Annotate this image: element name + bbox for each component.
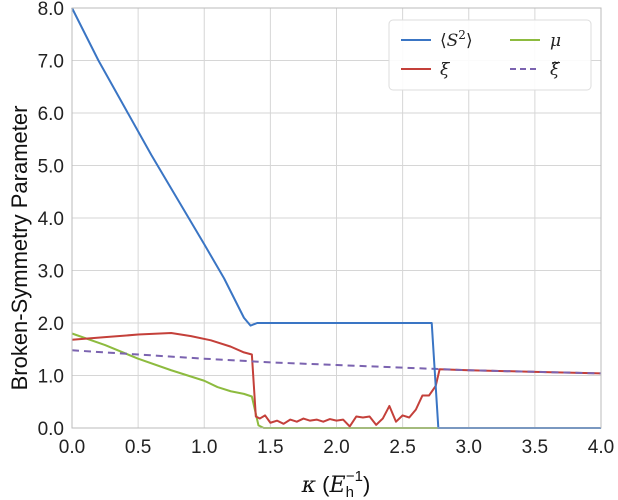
x-axis-unit: E bbox=[329, 473, 346, 498]
x-tick-label: 4.0 bbox=[588, 437, 614, 458]
x-tick-label: 2.5 bbox=[389, 437, 415, 458]
legend-box bbox=[388, 19, 592, 91]
series-line-xi-tilde bbox=[71, 349, 602, 375]
x-tick-label: 1.0 bbox=[191, 437, 217, 458]
legend-s2-base: S bbox=[447, 31, 459, 51]
y-tick-label: 1.0 bbox=[38, 367, 64, 388]
series-line-mu bbox=[71, 332, 601, 429]
legend-s2-open: ⟨ bbox=[440, 31, 447, 51]
x-axis-unit-superscript: −1 bbox=[346, 468, 363, 485]
data-lines bbox=[71, 7, 602, 429]
y-tick-label: 7.0 bbox=[38, 52, 64, 73]
x-tick-label: 1.5 bbox=[257, 437, 283, 458]
legend-label-xi: ξ bbox=[440, 60, 451, 80]
series-line-s2 bbox=[71, 7, 601, 429]
x-tick-labels: 0.0 0.5 1.0 1.5 2.0 2.5 3.0 3.5 4.0 bbox=[59, 437, 614, 458]
legend: ⟨S2⟩ μ ξ ξ̃ bbox=[388, 19, 592, 91]
y-tick-label: 5.0 bbox=[38, 157, 64, 178]
x-axis-paren-close: ) bbox=[363, 472, 370, 497]
x-tick-label: 2.0 bbox=[323, 437, 349, 458]
x-axis-paren-open: ( bbox=[316, 472, 330, 497]
legend-label-mu: μ bbox=[550, 31, 561, 51]
x-tick-label: 0.0 bbox=[59, 437, 85, 458]
legend-label-s2: ⟨S2⟩ bbox=[440, 28, 473, 51]
x-tick-label: 3.0 bbox=[456, 437, 482, 458]
x-axis-label: κ (Eh−1) bbox=[301, 468, 371, 500]
y-tick-label: 8.0 bbox=[38, 0, 64, 20]
x-axis-symbol: κ bbox=[301, 473, 317, 498]
series-line-xi bbox=[71, 331, 602, 428]
plot-frame bbox=[71, 7, 602, 429]
y-tick-label: 3.0 bbox=[38, 262, 64, 283]
x-axis-unit-subscript: h bbox=[346, 484, 354, 500]
legend-label-xi-tilde: ξ̃ bbox=[550, 60, 561, 80]
x-tick-label: 3.5 bbox=[522, 437, 548, 458]
y-tick-label: 6.0 bbox=[38, 104, 64, 125]
y-tick-label: 2.0 bbox=[38, 314, 64, 335]
y-tick-labels: 0.0 1.0 2.0 3.0 4.0 5.0 6.0 7.0 8.0 bbox=[38, 0, 64, 440]
x-tick-label: 0.5 bbox=[125, 437, 151, 458]
legend-s2-close: ⟩ bbox=[466, 31, 473, 51]
y-tick-label: 4.0 bbox=[38, 209, 64, 230]
y-axis-label: Broken-Symmetry Parameter bbox=[7, 106, 32, 391]
y-tick-label: 0.0 bbox=[38, 419, 64, 440]
legend-s2-sup: 2 bbox=[458, 28, 466, 42]
